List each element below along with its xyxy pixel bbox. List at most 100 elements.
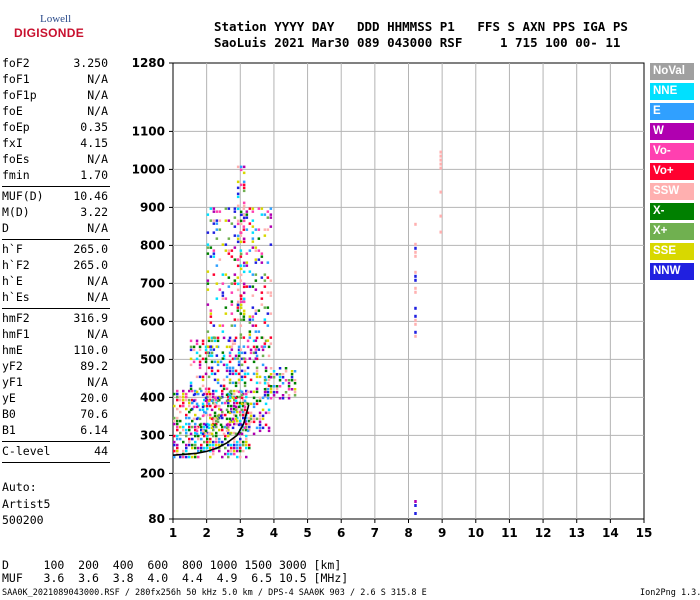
echo-mark <box>173 440 176 444</box>
echo-mark <box>242 219 246 223</box>
param-row-b1: B1 6.14 <box>2 423 108 439</box>
param-value: 110.0 <box>73 343 108 357</box>
echo-mark <box>242 309 246 313</box>
echo-mark <box>251 231 255 234</box>
echo-mark <box>212 348 216 351</box>
echo-mark <box>185 449 188 453</box>
echo-mark <box>240 390 244 394</box>
echo-mark <box>233 449 236 453</box>
echo-mark <box>227 404 230 408</box>
echo-mark <box>245 210 249 213</box>
echo-mark <box>236 306 240 309</box>
echo-mark <box>237 378 241 382</box>
echo-mark <box>227 252 231 255</box>
echo-mark <box>176 437 179 441</box>
param-row-hme: hmE 110.0 <box>2 343 108 359</box>
echo-mark <box>272 370 276 373</box>
echo-mark <box>224 437 227 441</box>
echo-mark <box>221 351 225 354</box>
echo-mark <box>206 401 209 405</box>
echo-mark <box>233 401 236 405</box>
echo-mark <box>228 411 232 415</box>
echo-mark <box>213 378 217 382</box>
echo-mark <box>245 228 249 231</box>
echo-mark <box>173 443 176 447</box>
echo-mark <box>216 369 220 373</box>
echo-mark <box>239 419 242 423</box>
echo-mark <box>176 428 179 432</box>
legend-item-x: X- <box>650 203 694 220</box>
echo-mark <box>254 357 258 360</box>
echo-mark <box>263 382 267 385</box>
echo-mark <box>212 210 216 213</box>
echo-mark <box>185 428 188 432</box>
echo-mark <box>185 443 188 447</box>
echo-mark <box>224 207 228 210</box>
echo-mark <box>233 422 236 426</box>
echo-mark <box>248 318 252 321</box>
param-row-fxi: fxI 4.15 <box>2 136 108 152</box>
echo-mark <box>204 351 208 355</box>
param-row-fmin: fmin 1.70 <box>2 168 108 184</box>
echo-mark <box>233 404 236 408</box>
echo-mark <box>255 372 259 376</box>
echo-mark <box>236 446 239 450</box>
echo-mark <box>290 379 294 382</box>
echo-mark <box>246 402 250 406</box>
echo-mark <box>269 213 273 216</box>
echo-mark <box>236 195 240 199</box>
echo-mark <box>242 404 245 408</box>
echo-mark <box>207 423 211 427</box>
echo-mark <box>236 192 240 196</box>
echo-mark <box>206 213 210 216</box>
echo-mark <box>225 393 229 397</box>
echo-mark <box>242 237 246 241</box>
echo-mark <box>182 389 185 393</box>
echo-mark <box>239 294 243 298</box>
echo-mark <box>213 372 217 376</box>
echo-mark <box>240 408 244 412</box>
echo-mark <box>233 246 237 249</box>
echo-mark <box>215 419 218 423</box>
echo-mark <box>182 449 185 453</box>
echo-mark <box>215 222 219 225</box>
echo-mark <box>239 300 243 304</box>
param-name: h`E <box>2 274 23 288</box>
echo-mark <box>236 419 239 423</box>
spurious-mark <box>414 250 417 254</box>
echo-mark <box>173 449 176 453</box>
echo-mark <box>218 449 221 453</box>
echo-mark <box>200 428 203 432</box>
echo-mark <box>257 228 261 231</box>
param-row-fof2: foF2 3.250 <box>2 56 108 72</box>
echo-mark <box>185 455 188 459</box>
echo-mark <box>287 379 291 382</box>
echo-mark <box>251 246 255 249</box>
y-tick-label: 300 <box>140 428 165 442</box>
echo-mark <box>179 419 182 423</box>
echo-mark <box>233 342 237 345</box>
spurious-mark <box>439 190 442 194</box>
legend-item-nnw: NNW <box>650 263 694 280</box>
echo-mark <box>236 207 240 211</box>
echo-mark <box>228 366 232 370</box>
param-value: N/A <box>87 375 108 389</box>
echo-mark <box>203 446 206 450</box>
echo-mark <box>233 446 236 450</box>
echo-mark <box>275 388 279 391</box>
echo-mark <box>278 373 282 376</box>
echo-mark <box>261 354 265 358</box>
echo-mark <box>206 345 210 348</box>
echo-mark <box>204 396 208 400</box>
echo-mark <box>239 333 243 336</box>
echo-mark <box>239 231 243 235</box>
echo-mark <box>204 372 208 376</box>
echo-mark <box>182 440 185 444</box>
echo-mark <box>260 207 264 210</box>
echo-mark <box>216 399 220 403</box>
echo-mark <box>239 240 243 244</box>
param-row-foe: foE N/A <box>2 104 108 120</box>
echo-mark <box>258 414 262 418</box>
param-row-d: D N/A <box>2 221 108 237</box>
echo-mark <box>206 330 210 333</box>
